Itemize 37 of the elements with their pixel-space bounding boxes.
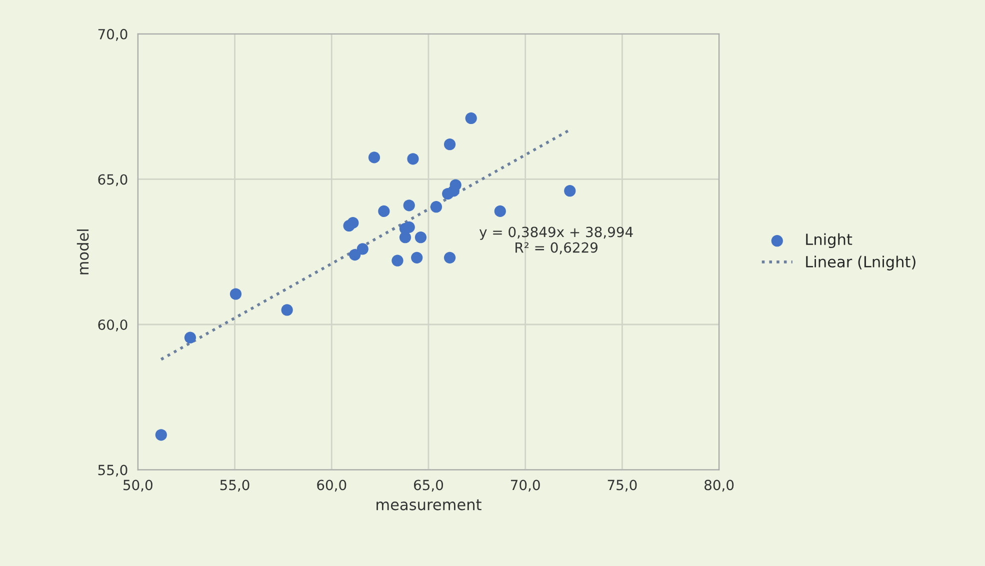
point: [403, 200, 415, 212]
y-axis-title: model: [76, 230, 89, 274]
x-tick-label: 70,0: [511, 480, 540, 492]
legend-label: Lnight: [806, 233, 852, 248]
point: [378, 205, 390, 218]
point: [430, 201, 442, 213]
x-tick-label: 80,0: [704, 480, 734, 492]
x-tick-label: 60,0: [317, 480, 346, 492]
point: [465, 112, 477, 124]
point: [392, 254, 404, 266]
point: [230, 288, 242, 300]
point: [444, 138, 456, 150]
point: [414, 232, 427, 244]
point: [368, 152, 380, 164]
point: [347, 217, 359, 229]
x-tick-label: 50,0: [124, 480, 152, 492]
y-tick-label: 65,0: [98, 174, 128, 186]
point: [407, 153, 419, 165]
x-tick-label: 55,0: [220, 480, 250, 492]
point: [450, 179, 462, 191]
x-tick-label: 75,0: [608, 480, 637, 492]
point: [155, 429, 167, 441]
legend-label: Linear (Lnight): [806, 256, 916, 270]
point: [444, 252, 456, 264]
x-axis-title: measurement: [376, 499, 482, 510]
point: [564, 185, 576, 197]
point: [184, 332, 196, 344]
point: [494, 205, 506, 218]
annotation: y = 0,3849x + 38,994 R² = 0,6229: [479, 226, 633, 254]
x-tick-label: 65,0: [414, 480, 444, 492]
y-tick-label: 70,0: [98, 28, 128, 41]
point: [356, 243, 368, 255]
y-tick-label: 60,0: [98, 319, 128, 332]
y-tick-label: 55,0: [98, 464, 128, 477]
point: [411, 252, 423, 264]
point: [349, 248, 361, 261]
point: [281, 304, 293, 316]
